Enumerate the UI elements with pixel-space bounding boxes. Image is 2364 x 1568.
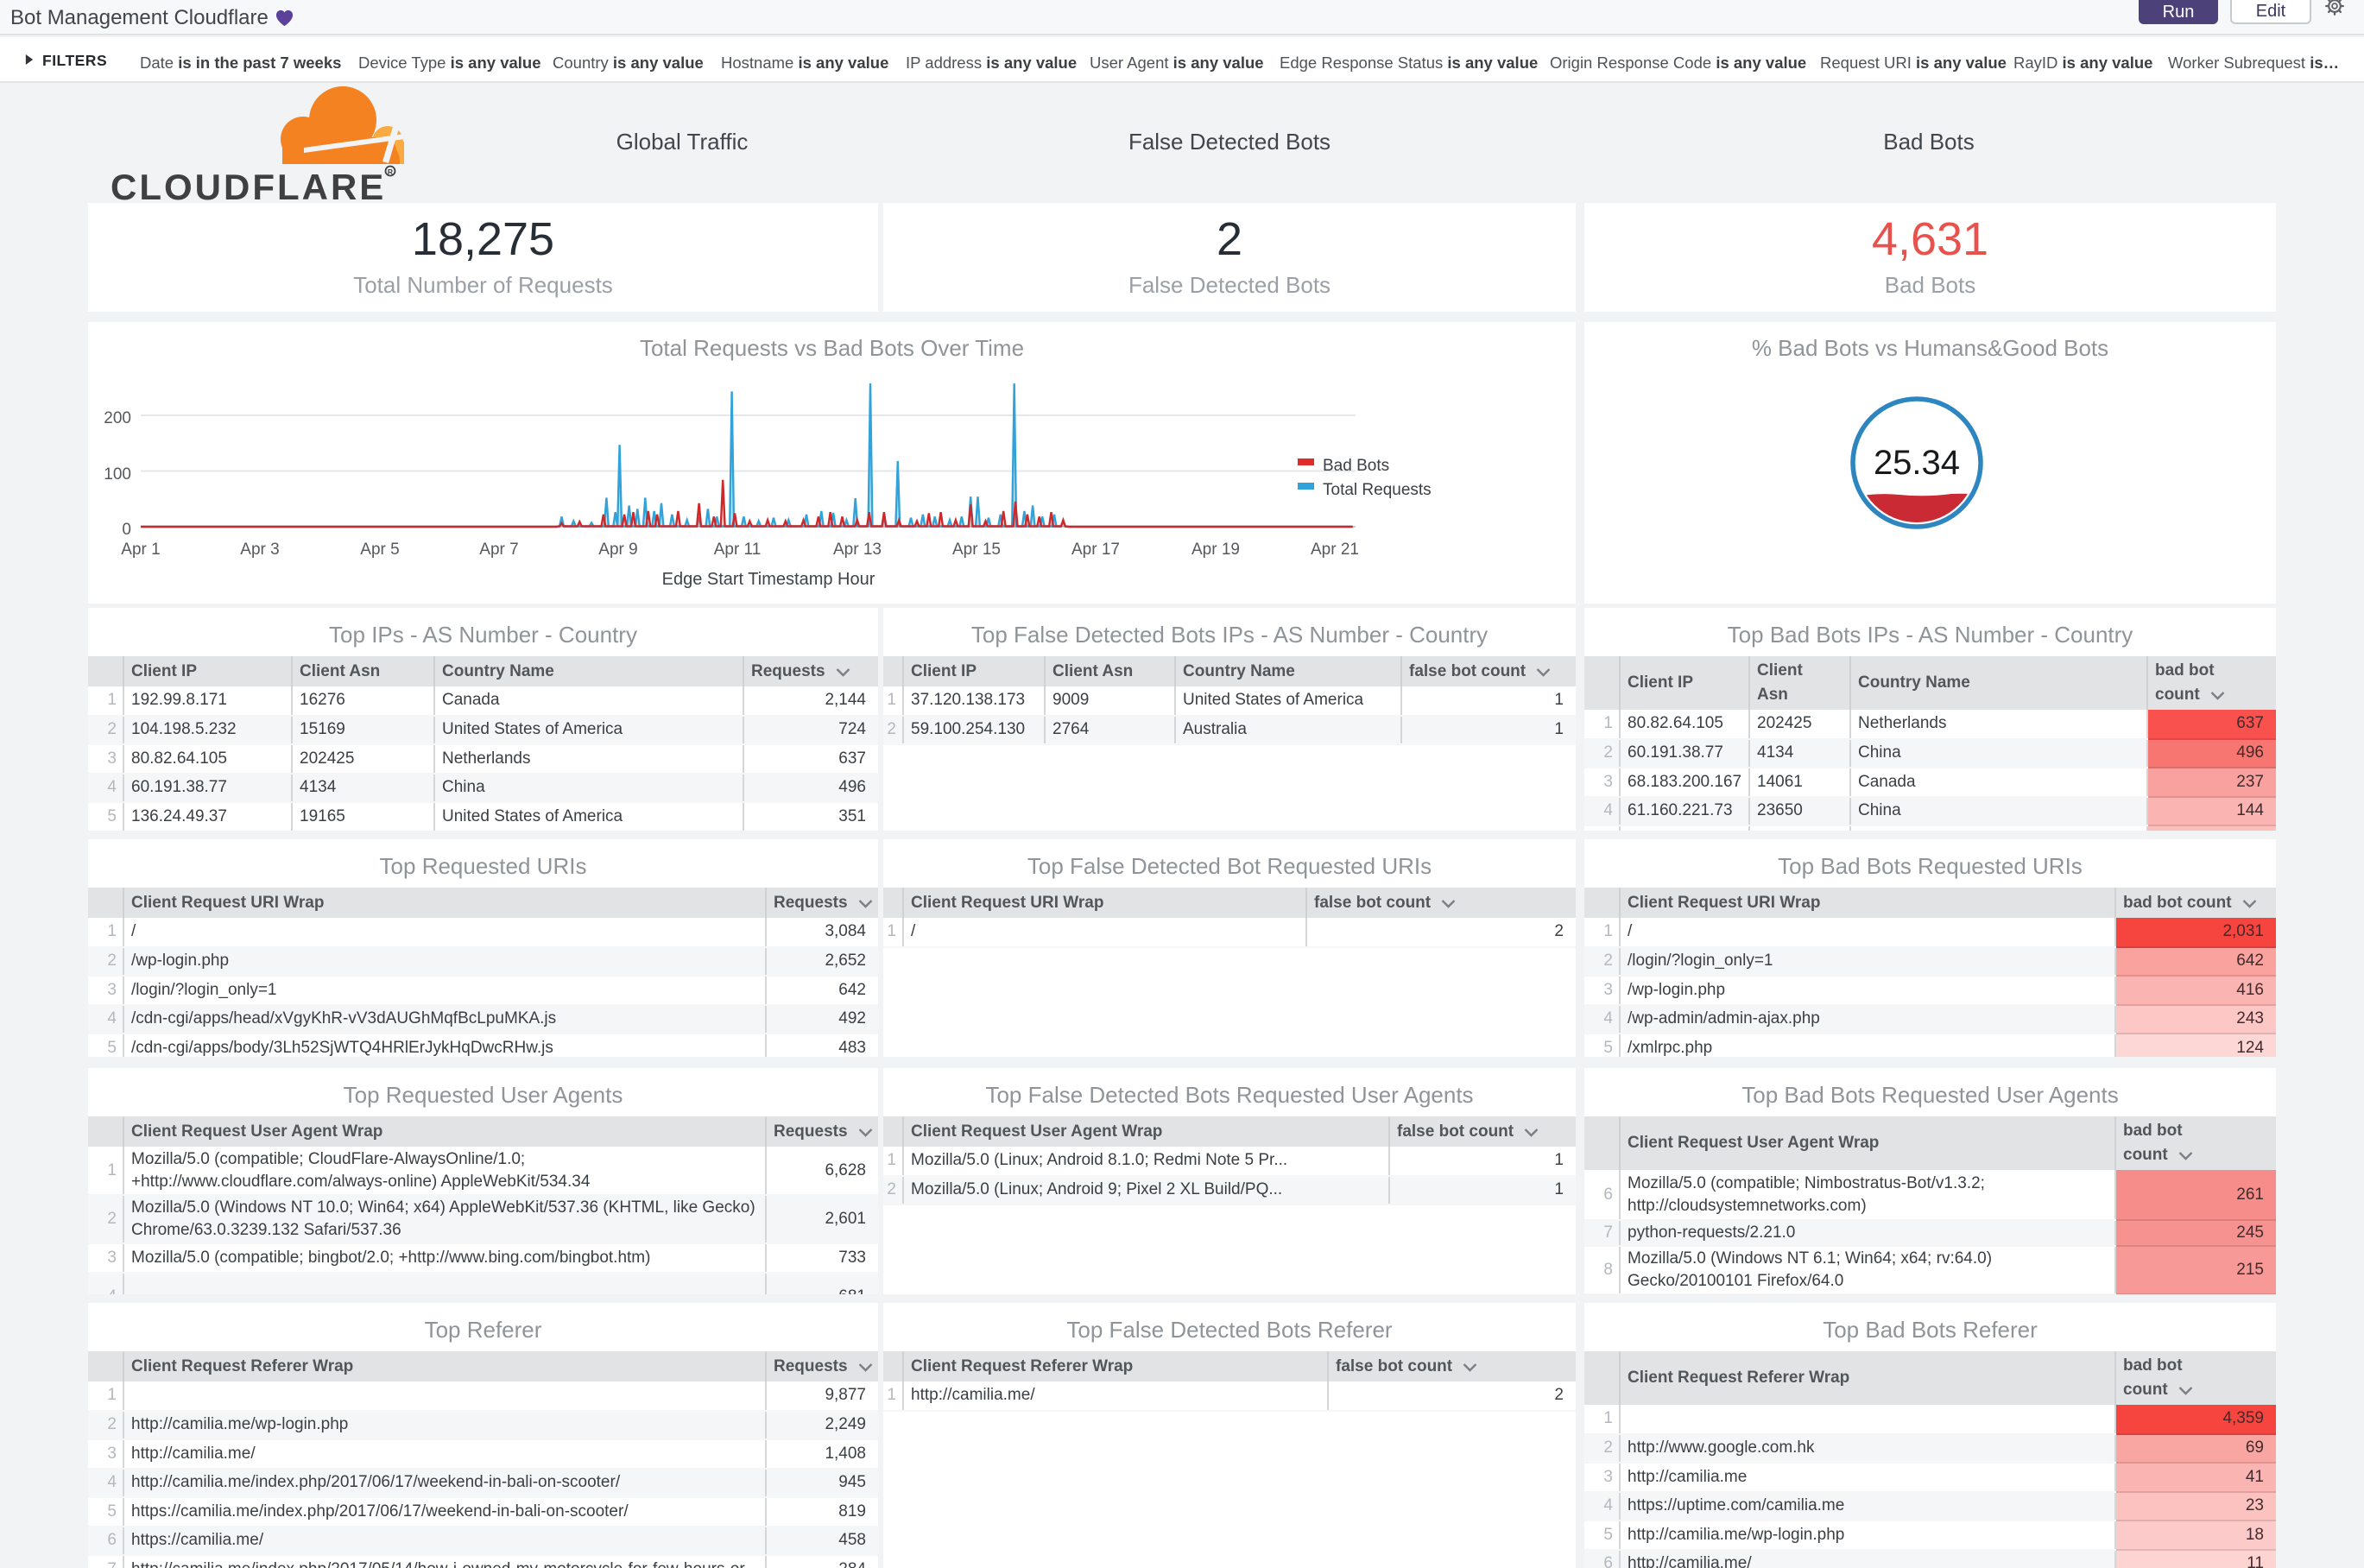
svg-text:Apr 5: Apr 5 [360, 541, 399, 559]
svg-text:Apr 11: Apr 11 [714, 541, 762, 559]
svg-text:Apr 21: Apr 21 [1311, 541, 1359, 559]
svg-text:CLOUDFLARE: CLOUDFLARE [111, 167, 386, 205]
svg-text:Apr 15: Apr 15 [952, 541, 1001, 559]
svg-text:Apr 13: Apr 13 [833, 541, 882, 559]
svg-text:25.34: 25.34 [1874, 444, 1960, 482]
svg-text:Apr 9: Apr 9 [598, 541, 637, 559]
svg-text:Apr 3: Apr 3 [240, 541, 279, 559]
svg-text:100: 100 [104, 465, 131, 484]
svg-text:200: 200 [104, 409, 131, 427]
svg-text:0: 0 [122, 521, 131, 539]
svg-text:Apr 7: Apr 7 [479, 541, 518, 559]
svg-text:Apr 19: Apr 19 [1191, 541, 1240, 559]
svg-text:Apr 1: Apr 1 [121, 541, 160, 559]
svg-text:Bad Bots: Bad Bots [1323, 457, 1389, 475]
svg-text:R: R [388, 168, 393, 176]
svg-text:Apr 17: Apr 17 [1071, 541, 1120, 559]
svg-text:Edge Start Timestamp Hour: Edge Start Timestamp Hour [662, 570, 875, 589]
svg-text:Total Requests: Total Requests [1323, 481, 1432, 499]
